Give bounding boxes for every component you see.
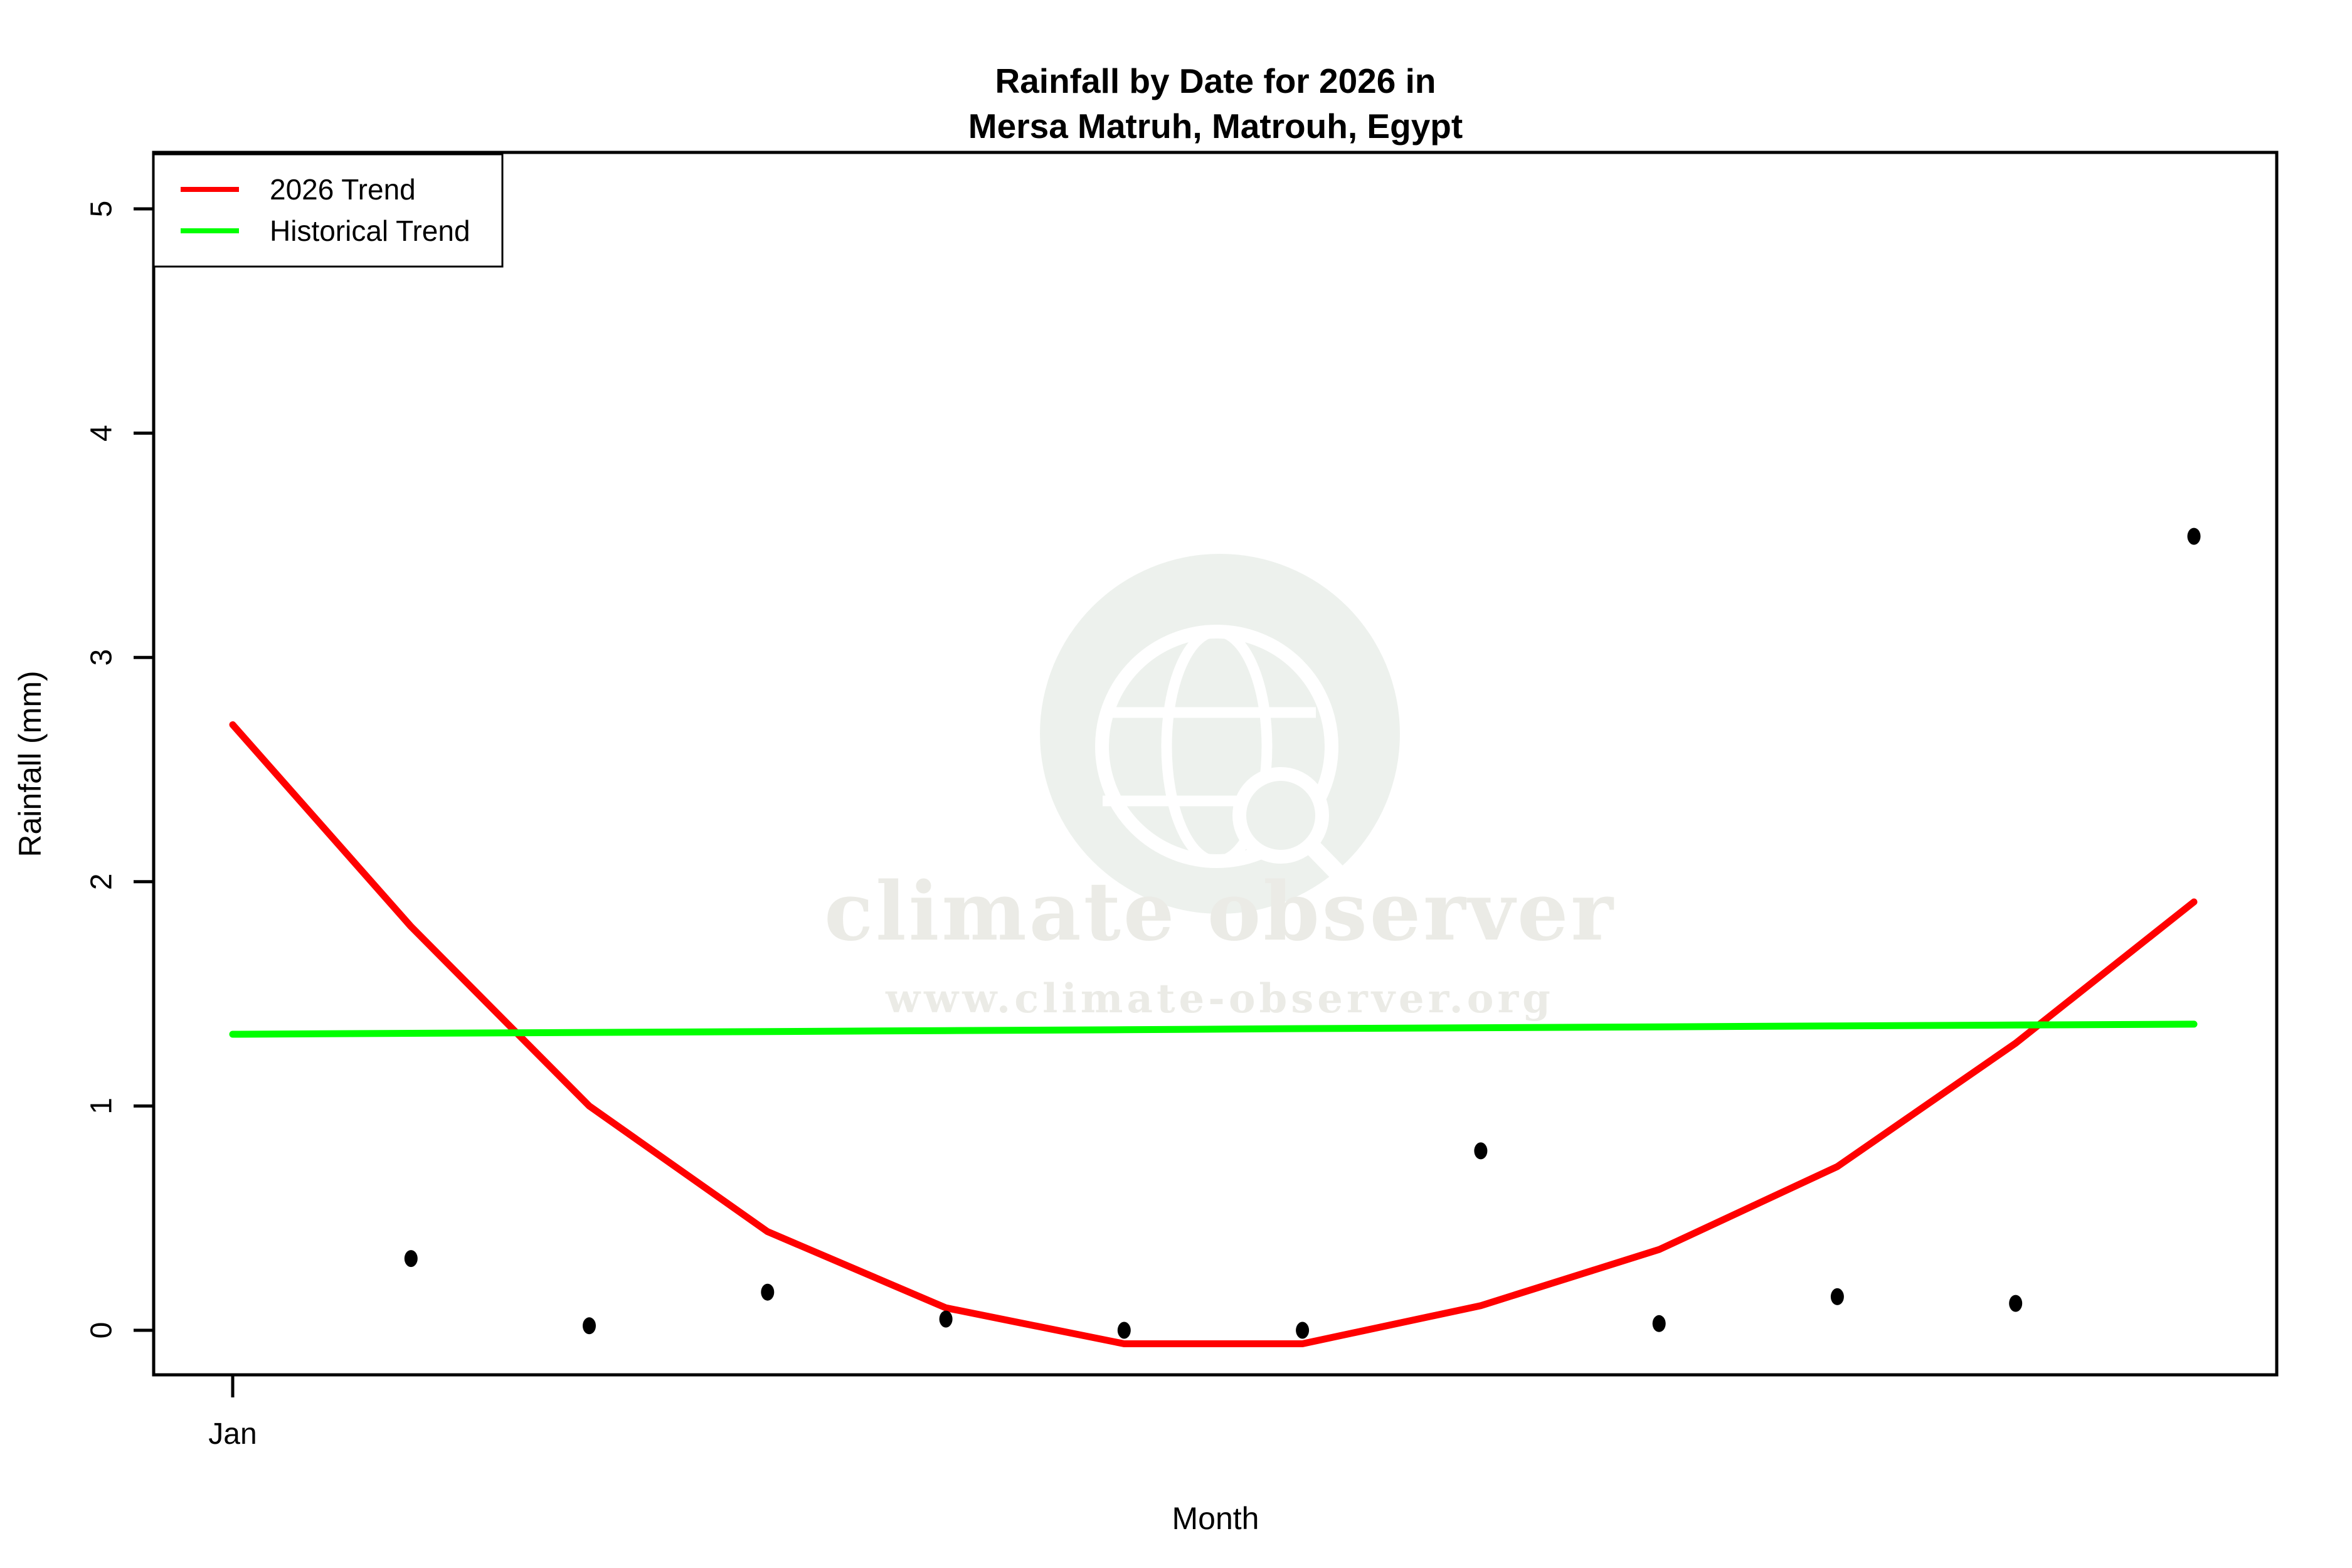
legend: 2026 Trend Historical Trend [152,153,504,268]
data-point [583,1317,596,1335]
historical-trend-line [229,1020,2198,1038]
x-axis-title: Month [1172,1501,1259,1536]
y-tick-label: 0 [85,1322,119,1339]
y-axis-title: Rainfall (mm) [13,670,48,857]
chart-title-line2: Mersa Matruh, Matrouh, Egypt [968,107,1463,146]
trend-lines [229,721,2198,1347]
y-tick-label: 5 [85,201,119,218]
legend-box [152,153,504,268]
legend-item-label: 2026 Trend [270,173,416,206]
globe-magnifier-icon [1040,554,1400,914]
data-point [1474,1142,1488,1160]
y-tick-label: 1 [85,1098,119,1115]
watermark-url: www.climate-observer.org [885,975,1554,1022]
y-tick-label: 4 [85,425,119,442]
y-tick-label: 3 [85,649,119,666]
data-point [761,1283,775,1301]
chart-title-line1: Rainfall by Date for 2026 in [995,61,1436,100]
watermark: climate observer www.climate-observer.or… [824,554,1616,1022]
trend-2026-line [229,721,2198,1347]
x-axis: Jan [208,1375,257,1451]
x-tick-label: Jan [208,1417,257,1451]
data-point [1830,1288,1844,1305]
data-point [2009,1295,2023,1312]
data-point [939,1310,953,1328]
data-point [2187,527,2201,545]
data-point [1296,1322,1310,1339]
scatter-points [404,527,2201,1339]
y-axis: 0 1 2 3 4 5 [85,201,154,1339]
data-point [1117,1322,1131,1339]
legend-item-label: Historical Trend [270,215,470,247]
watermark-brand: climate observer [824,865,1616,959]
y-tick-label: 2 [85,873,119,890]
data-point [404,1250,418,1268]
data-point [1652,1315,1666,1332]
plot-border [152,151,2279,1377]
